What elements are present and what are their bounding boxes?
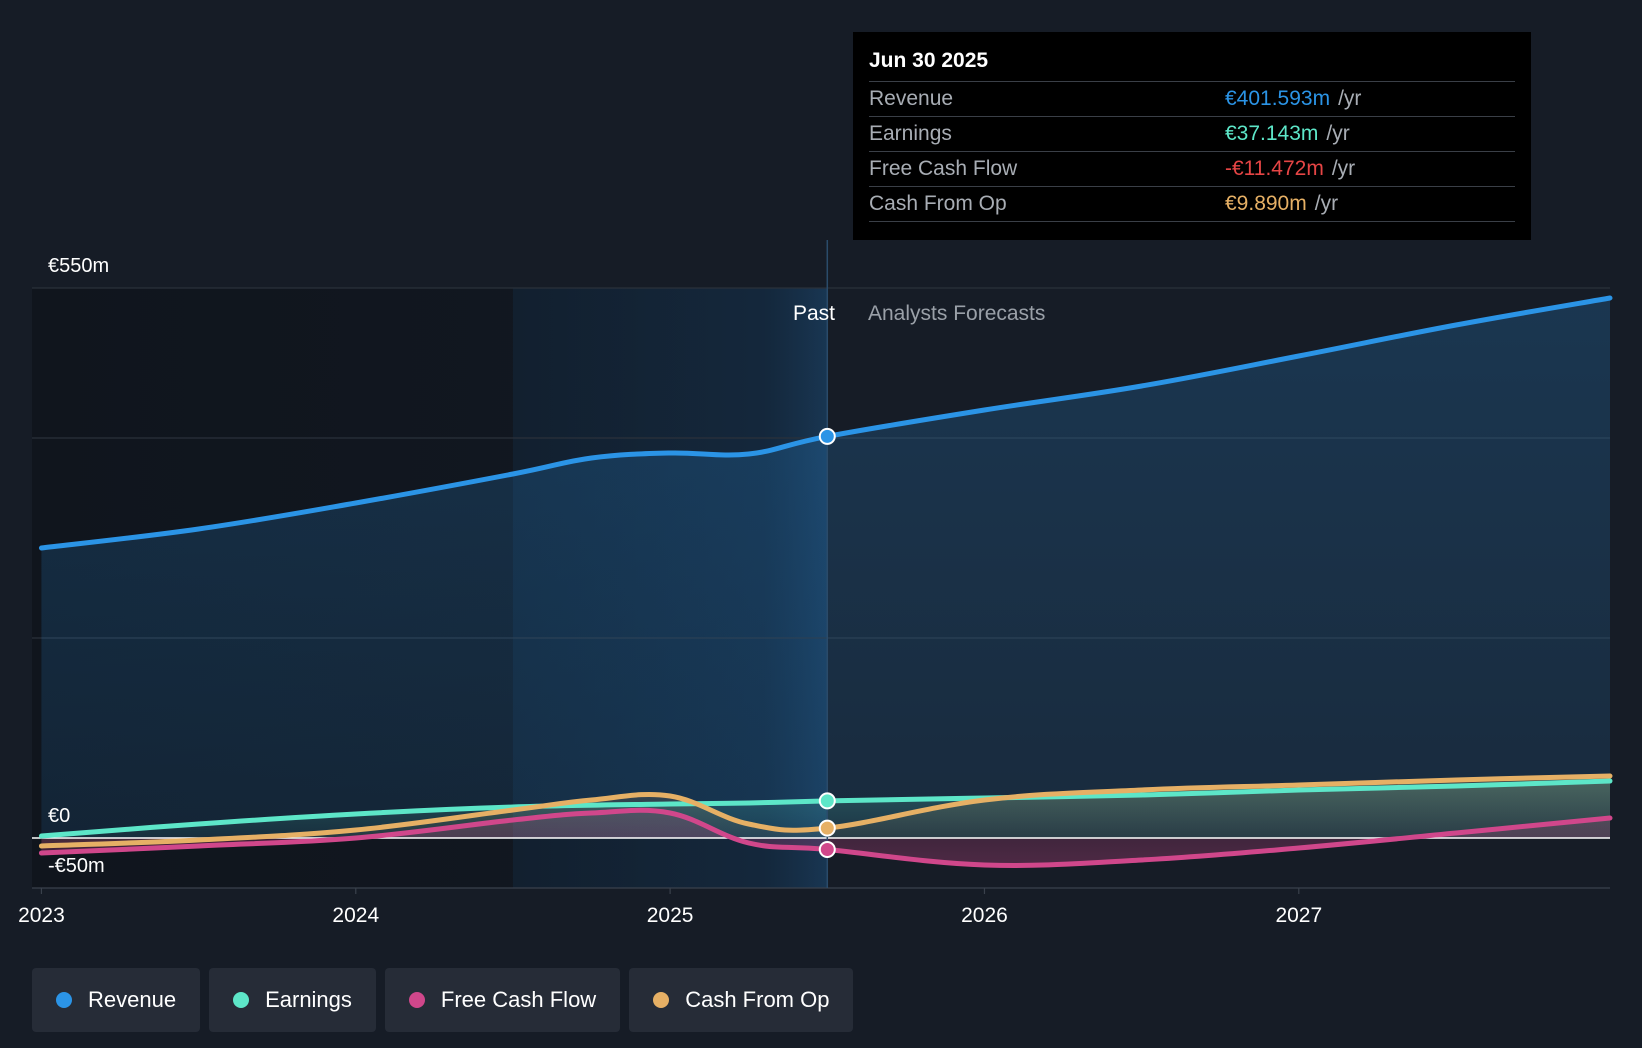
revenue-marker[interactable] — [818, 427, 836, 445]
x-tick-label: 2025 — [647, 904, 694, 927]
cash-from-op-marker[interactable] — [818, 819, 836, 837]
series-markers — [818, 427, 836, 858]
x-axis-ticks: 2023 2024 2025 2026 2027 — [18, 888, 1322, 927]
legend-item-cash-from-op[interactable]: Cash From Op — [629, 968, 854, 1032]
legend-dot-icon — [233, 992, 250, 1008]
free-cash-flow-marker[interactable] — [818, 841, 836, 858]
cash-from-op-line — [38, 773, 1613, 849]
x-tick-label: 2023 — [18, 904, 65, 927]
tooltip-label: Cash From Op — [869, 192, 1007, 215]
legend-dot-icon — [56, 992, 72, 1008]
tooltip-row-earnings: Earnings €37.143m /yr — [869, 116, 1515, 151]
legend-label: Revenue — [88, 987, 177, 1012]
tooltip-row-cash-from-op: Cash From Op €9.890m /yr — [869, 186, 1515, 222]
tooltip-unit: /yr — [1314, 192, 1339, 215]
x-tick-label: 2024 — [332, 904, 379, 927]
free-cash-flow-area — [41, 810, 1610, 866]
tooltip-label: Free Cash Flow — [869, 157, 1018, 180]
revenue-line — [38, 295, 1613, 551]
revenue-area — [41, 298, 1610, 838]
y-axis-label-top: €550m — [48, 255, 109, 277]
legend: Revenue Earnings Free Cash Flow Cash Fro… — [32, 968, 854, 1032]
tooltip-unit: /yr — [1331, 157, 1356, 180]
tooltip-label: Revenue — [869, 87, 954, 110]
tooltip-unit: /yr — [1338, 87, 1362, 110]
x-tick-label: 2026 — [961, 904, 1008, 927]
y-axis-label-bottom: -€50m — [48, 855, 105, 877]
legend-item-revenue[interactable]: Revenue — [32, 968, 201, 1032]
tooltip: Jun 30 2025 Revenue €401.593m /yr Earnin… — [853, 32, 1531, 240]
legend-dot-icon — [408, 992, 425, 1008]
legend-item-free-cash-flow[interactable]: Free Cash Flow — [384, 968, 621, 1032]
tooltip-label: Earnings — [869, 122, 952, 145]
tooltip-date: Jun 30 2025 — [869, 49, 989, 72]
tooltip-row-revenue: Revenue €401.593m /yr — [869, 81, 1515, 116]
legend-dot-icon — [653, 992, 670, 1008]
earnings-line — [38, 778, 1613, 839]
tooltip-value: -€11.472m — [1225, 157, 1324, 180]
past-label: Past — [793, 302, 835, 325]
series-lines — [38, 295, 1613, 868]
tooltip-value: €401.593m — [1225, 87, 1331, 110]
y-axis-label-zero: €0 — [48, 805, 70, 827]
tooltip-value: €9.890m — [1225, 192, 1307, 215]
tooltip-value: €37.143m — [1225, 122, 1319, 145]
x-tick-label: 2027 — [1275, 904, 1322, 927]
earnings-marker[interactable] — [818, 792, 836, 810]
legend-item-earnings[interactable]: Earnings — [209, 968, 376, 1032]
free-cash-flow-line — [38, 807, 1613, 868]
legend-label: Free Cash Flow — [440, 987, 597, 1012]
tooltip-unit: /yr — [1326, 122, 1350, 145]
analysts-forecasts-label: Analysts Forecasts — [868, 302, 1045, 325]
legend-label: Cash From Op — [685, 987, 830, 1012]
tooltip-row-free-cash-flow: Free Cash Flow -€11.472m /yr — [869, 151, 1515, 186]
financial-chart: €550m €0 -€50m Past Analysts Forecasts 2… — [18, 240, 1613, 927]
legend-label: Earnings — [265, 987, 352, 1012]
